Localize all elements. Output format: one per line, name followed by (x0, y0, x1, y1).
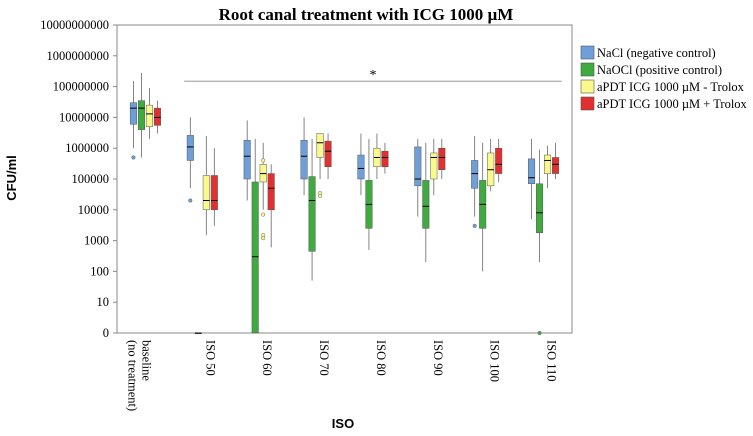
box-body (210, 175, 218, 211)
box-2-series-1 (186, 117, 194, 203)
y-tick-label: 10 (97, 295, 110, 309)
outlier-point (261, 158, 266, 163)
box-7-series-1 (471, 135, 479, 228)
box-3-series-1 (243, 120, 251, 201)
box-body (414, 146, 422, 187)
box-body (544, 154, 552, 174)
y-tick-label: 1000000 (65, 141, 109, 155)
outlier-point (318, 193, 323, 199)
box-7-series-4 (495, 138, 503, 182)
box-body (552, 157, 560, 174)
y-tick-label: 10000 (78, 203, 109, 217)
box-3-series-4 (267, 164, 275, 248)
box-body (357, 154, 365, 180)
box-5-series-1 (357, 133, 365, 196)
outlier-point (472, 223, 477, 228)
box-5-series-3 (373, 133, 381, 179)
y-tick-label: 100000 (72, 172, 110, 186)
legend-label: aPDT ICG 1000 µM - Trolox (597, 80, 745, 94)
box-6-series-3 (430, 138, 438, 196)
box-body (324, 140, 332, 167)
box-body (381, 150, 389, 167)
box-4-series-1 (300, 117, 308, 196)
x-tick-label: ISO 80 (374, 340, 388, 376)
box-body (129, 102, 137, 125)
y-axis-label: CFU/ml (4, 155, 19, 201)
box-1-series-3 (145, 88, 153, 139)
box-body (243, 140, 251, 180)
box-8-series-1 (528, 138, 536, 220)
x-tick-label: ISO 70 (317, 340, 331, 376)
box-8-series-4 (552, 142, 560, 179)
box-body (316, 133, 324, 158)
legend-swatch (580, 96, 595, 111)
y-tick-label: 10000000000 (40, 18, 109, 32)
legend-label: aPDT ICG 1000 µM + Trolox (597, 97, 748, 111)
x-tick-label: baseline(no treatment) (125, 340, 153, 411)
chart-title: Root canal treatment with ICG 1000 µM (219, 5, 514, 24)
box-5-series-4 (381, 142, 389, 174)
y-tick-label: 1000000000 (47, 49, 110, 63)
outlier-point (188, 198, 193, 203)
box-body (202, 175, 210, 211)
outlier-point (261, 236, 266, 241)
box-body (495, 147, 503, 174)
outlier-point (131, 155, 136, 160)
y-tick-label: 100 (90, 264, 109, 278)
box-3-series-2 (251, 138, 259, 334)
x-tick-label: ISO 60 (260, 340, 274, 376)
box-body (251, 181, 259, 334)
box-3-series-3 (259, 142, 267, 241)
box-2-series-4 (210, 148, 218, 226)
box-body (536, 183, 544, 233)
box-1-series-1 (129, 81, 137, 160)
y-tick-label: 0 (103, 326, 109, 340)
y-tick-label: 100000000 (53, 80, 109, 94)
legend-swatch (580, 62, 595, 77)
x-axis-label: ISO (332, 416, 354, 431)
box-6-series-2 (422, 142, 430, 263)
box-body (153, 107, 161, 126)
box-body (422, 180, 430, 229)
y-tick-label: 10000000 (59, 110, 109, 124)
box-body (308, 176, 316, 252)
box-4-series-2 (308, 138, 316, 281)
box-4-series-4 (324, 133, 332, 179)
box-7-series-2 (479, 142, 487, 272)
box-5-series-2 (365, 138, 373, 250)
legend-swatch (580, 45, 595, 60)
box-4-series-3 (316, 133, 324, 199)
legend-label: NaCl (negative control) (597, 46, 716, 60)
box-2-series-2 (194, 332, 202, 335)
box-6-series-1 (414, 138, 422, 217)
outlier-point (537, 330, 542, 336)
x-tick-label: ISO 100 (488, 340, 502, 382)
box-body (137, 100, 145, 130)
box-body (528, 158, 536, 185)
x-tick-label: ISO 90 (431, 340, 445, 376)
box-6-series-4 (438, 138, 446, 179)
outlier-point (261, 212, 266, 217)
x-tick-label: ISO 110 (545, 340, 559, 382)
box-1-series-2 (137, 72, 145, 158)
plot-area (116, 24, 573, 334)
box-8-series-2 (536, 149, 544, 336)
box-1-series-4 (153, 100, 161, 134)
significance-marker: * (369, 68, 376, 83)
box-body (145, 104, 153, 127)
box-2-series-3 (202, 135, 210, 236)
box-8-series-3 (544, 145, 552, 189)
box-body (300, 140, 308, 180)
y-tick-label: 1000 (84, 234, 109, 248)
x-tick-label: ISO 50 (203, 340, 217, 376)
legend-swatch (580, 79, 595, 94)
legend-label: NaOCl (positive control) (597, 63, 722, 77)
box-body (471, 160, 479, 189)
box-body (430, 152, 438, 180)
box-body (438, 147, 446, 170)
box-body (186, 135, 194, 161)
box-body (267, 173, 275, 211)
box-7-series-3 (487, 138, 495, 192)
